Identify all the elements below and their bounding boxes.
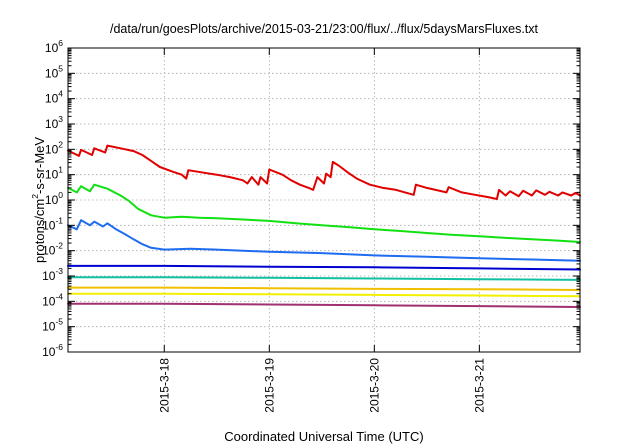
x-tick-label: 2015-3-19 bbox=[262, 358, 276, 413]
y-axis-label-rest: -s-sr-MeV bbox=[32, 137, 47, 194]
y-axis-label: protons/cm2-s-sr-MeV bbox=[30, 137, 47, 263]
series-line-4 bbox=[67, 264, 581, 271]
y-tick-label: 104 bbox=[45, 89, 63, 106]
y-tick-label: 10-1 bbox=[42, 215, 63, 232]
chart-title: /data/run/goesPlots/archive/2015-03-21/2… bbox=[110, 22, 539, 36]
series-layer bbox=[67, 144, 581, 308]
svg-text:protons/cm2-s-sr-MeV: protons/cm2-s-sr-MeV bbox=[30, 137, 47, 263]
series-line-5 bbox=[67, 276, 581, 281]
y-tick-label: 10-6 bbox=[42, 342, 63, 359]
y-tick-label: 10-3 bbox=[42, 266, 63, 283]
series-line-3 bbox=[67, 219, 581, 262]
y-tick-label: 10-2 bbox=[42, 241, 63, 258]
x-tick-label: 2015-3-20 bbox=[367, 358, 381, 413]
series-line-1 bbox=[67, 144, 581, 200]
tick-layer: 10-6 10-5 10-4 10-3 10-2 10-1 100 101 102 103 104 1… bbox=[42, 38, 580, 413]
y-tick-label: 100 bbox=[45, 190, 63, 207]
y-tick-label: 10-5 bbox=[42, 317, 63, 334]
series-line-2 bbox=[67, 183, 581, 243]
x-tick-label: 2015-3-21 bbox=[472, 358, 486, 413]
x-tick-label: 2015-3-18 bbox=[157, 358, 171, 413]
series-line-6 bbox=[67, 286, 581, 291]
series-line-7 bbox=[67, 292, 581, 298]
x-axis-label: Coordinated Universal Time (UTC) bbox=[224, 429, 423, 444]
y-tick-label: 101 bbox=[45, 165, 63, 182]
series-line-8 bbox=[67, 302, 581, 308]
y-axis-label-base: protons/cm bbox=[32, 199, 47, 263]
y-tick-label: 102 bbox=[45, 139, 63, 156]
y-tick-label: 103 bbox=[45, 114, 63, 131]
y-tick-label: 106 bbox=[45, 38, 63, 55]
y-tick-label: 105 bbox=[45, 63, 63, 80]
y-tick-label: 10-4 bbox=[42, 291, 63, 308]
y-axis-label-sup: 2 bbox=[30, 194, 40, 199]
